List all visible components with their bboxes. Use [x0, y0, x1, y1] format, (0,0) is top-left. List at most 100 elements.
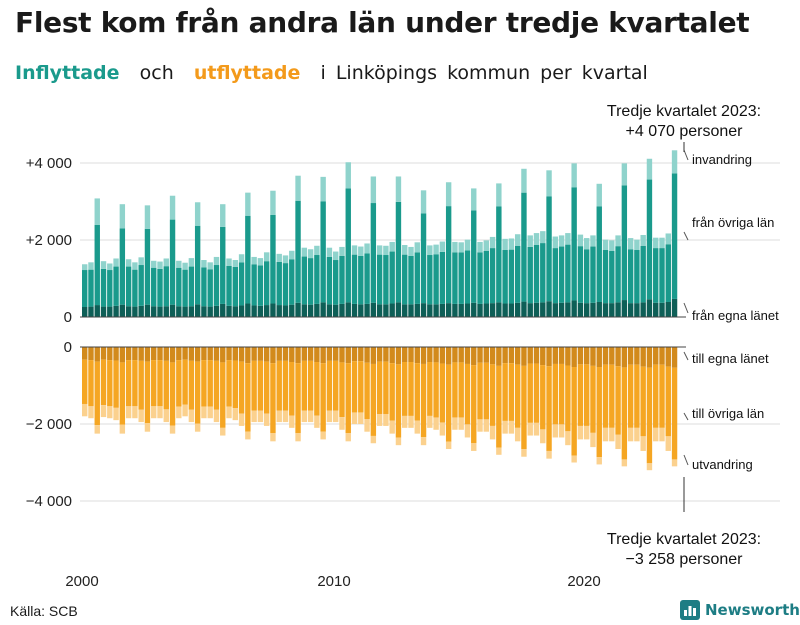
bar-in-region	[389, 251, 395, 304]
label-leader	[683, 231, 689, 241]
bar-out-region	[194, 361, 201, 424]
bar-out-local	[671, 347, 678, 368]
bar-in-local	[351, 303, 358, 317]
bar-out-local	[113, 347, 119, 361]
brand-logo: Newsworthy	[680, 600, 800, 620]
bar-out-abroad	[257, 410, 264, 423]
bar-out-region	[257, 360, 264, 411]
bar-in-region	[376, 254, 383, 305]
source-note: Källa: SCB	[10, 603, 78, 619]
bar-out-abroad	[364, 418, 370, 432]
bar-out-local	[257, 347, 264, 361]
bar-out-local	[276, 347, 282, 361]
bar-in-local	[320, 302, 326, 317]
bar-out-local	[496, 347, 502, 366]
bar-out-region	[471, 365, 477, 444]
bar-out-local	[345, 347, 351, 364]
bar-out-abroad	[565, 431, 571, 446]
bar-in-region	[163, 266, 169, 307]
bar-out-region	[546, 366, 552, 451]
bar-in-local	[521, 301, 527, 317]
label-leader	[683, 412, 689, 421]
bar-in-abroad	[590, 235, 596, 247]
bar-out-abroad	[333, 410, 339, 423]
bar-in-region	[301, 256, 308, 305]
bar-in-region	[420, 213, 427, 304]
bar-in-abroad	[194, 202, 201, 226]
bar-in-abroad	[182, 262, 188, 270]
bar-out-region	[307, 360, 314, 411]
bar-out-local	[477, 347, 483, 363]
bar-out-abroad	[452, 417, 458, 430]
bar-out-local	[100, 347, 107, 360]
bar-out-region	[659, 364, 665, 428]
bar-in-region	[194, 225, 201, 305]
bar-out-region	[270, 363, 276, 434]
label-leader	[683, 351, 689, 361]
bar-out-local	[464, 347, 471, 364]
bar-out-region	[496, 365, 502, 448]
bar-in-local	[477, 303, 483, 317]
bar-out-region	[88, 360, 94, 407]
bar-in-local	[295, 302, 301, 317]
bar-out-local	[320, 347, 326, 364]
bar-out-abroad	[132, 406, 138, 419]
bar-out-local	[119, 347, 126, 363]
series-label-in_local: från egna länet	[692, 308, 779, 323]
bar-out-local	[238, 347, 245, 362]
bar-out-region	[521, 365, 527, 450]
bar-out-abroad	[144, 423, 151, 432]
bar-in-region	[521, 192, 527, 302]
bar-out-local	[314, 347, 320, 363]
bar-out-local	[289, 347, 295, 363]
bar-out-region	[427, 362, 433, 416]
bar-in-region	[151, 267, 157, 307]
bar-in-abroad	[395, 176, 402, 202]
bar-in-region	[207, 269, 213, 307]
bar-in-region	[653, 248, 659, 303]
bar-in-local	[245, 303, 251, 317]
bar-in-region	[358, 255, 364, 305]
bar-out-abroad	[314, 415, 320, 428]
bar-out-abroad	[307, 410, 314, 423]
bar-in-region	[596, 206, 602, 302]
bar-out-region	[94, 361, 100, 426]
bar-in-abroad	[433, 244, 439, 255]
bar-out-abroad	[458, 417, 464, 430]
bar-in-abroad	[634, 239, 640, 251]
bar-in-region	[627, 249, 634, 304]
bar-out-abroad	[188, 409, 195, 423]
bar-in-local	[364, 303, 370, 317]
bar-in-region	[82, 270, 88, 307]
bar-out-abroad	[571, 455, 577, 463]
bar-in-local	[653, 302, 659, 317]
bar-out-local	[420, 347, 427, 364]
bar-in-abroad	[621, 163, 628, 186]
bar-out-local	[584, 347, 590, 365]
bar-out-local	[408, 347, 414, 363]
bar-out-local	[577, 347, 584, 365]
bar-in-local	[471, 302, 477, 317]
series-labels: invandring från övriga län från egna länet…	[683, 149, 779, 472]
bar-out-abroad	[263, 413, 270, 426]
bar-out-abroad	[107, 406, 113, 419]
bar-out-abroad	[370, 435, 377, 444]
bar-out-local	[609, 347, 615, 365]
bar-out-local	[251, 347, 257, 361]
bar-in-abroad	[138, 257, 144, 266]
bar-out-local	[307, 347, 314, 361]
bar-in-region	[226, 265, 232, 306]
bar-out-local	[596, 347, 602, 368]
bar-out-region	[590, 365, 596, 433]
bar-out-region	[232, 360, 238, 409]
bar-out-abroad	[232, 408, 238, 421]
bar-in-abroad	[521, 168, 527, 193]
bar-out-local	[339, 347, 345, 363]
bar-in-local	[433, 304, 439, 317]
bar-out-local	[213, 347, 220, 361]
bar-in-abroad	[151, 260, 157, 268]
bar-out-region	[176, 360, 182, 407]
bar-out-abroad	[439, 422, 446, 436]
bar-in-abroad	[471, 188, 477, 211]
bar-out-region	[571, 367, 577, 456]
